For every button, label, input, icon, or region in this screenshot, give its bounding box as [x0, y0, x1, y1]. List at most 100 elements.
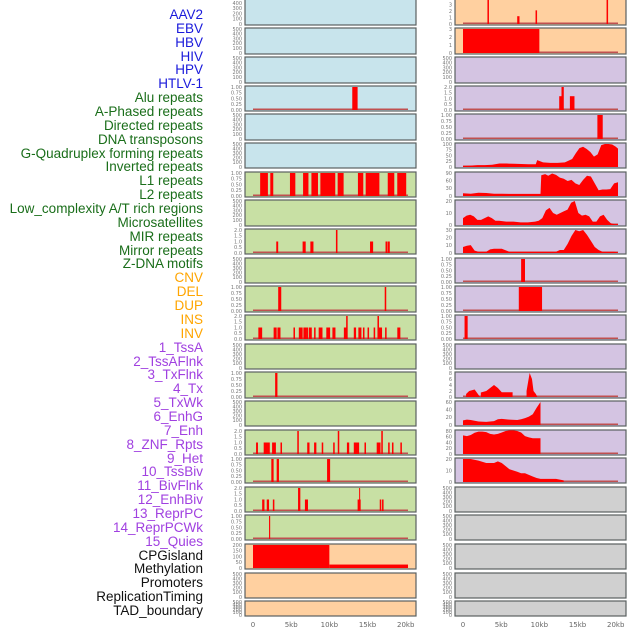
panel-background — [454, 514, 627, 541]
y-tick-label: 0.75 — [231, 377, 242, 383]
panel-background — [244, 27, 417, 55]
y-tick-label: 0.0 — [234, 251, 242, 257]
y-tick-label: 200 — [232, 357, 242, 363]
y-tick-label: 0.25 — [441, 331, 452, 337]
y-tick-label: 0.0 — [234, 452, 242, 458]
data-bar — [267, 442, 270, 454]
y-tick-label: 500 — [232, 199, 242, 205]
y-tick-label: 200 — [232, 11, 242, 17]
panel-background — [244, 429, 417, 456]
y-tick-label: 0.25 — [441, 131, 452, 137]
y-tick-label: 300 — [232, 36, 242, 42]
track-label: INS — [180, 311, 203, 327]
y-tick-label: 200 — [442, 357, 452, 363]
y-tick-label: 200 — [232, 156, 242, 162]
data-bar — [517, 16, 520, 24]
y-tick-label: 300 — [232, 266, 242, 272]
panel-background — [244, 199, 417, 227]
data-bar — [362, 327, 365, 339]
data-area — [463, 459, 564, 482]
y-tick-label: 200 — [442, 70, 452, 76]
y-tick-label: 500 — [232, 257, 242, 263]
x-tick-label: 5kb — [495, 621, 509, 629]
data-bar — [302, 241, 306, 253]
y-tick-label: 60 — [446, 435, 452, 441]
panel-background — [244, 228, 417, 255]
data-bar — [559, 96, 562, 110]
data-bar — [308, 327, 312, 339]
y-tick-label: 1.5 — [234, 492, 242, 498]
track-label: 5_TxWk — [153, 395, 203, 411]
track-label: Inverted repeats — [105, 159, 203, 175]
data-bar — [357, 173, 364, 196]
track-label: Microsatellites — [117, 214, 203, 230]
track-label: 12_EnhBiv — [137, 492, 203, 508]
data-bar — [337, 431, 340, 454]
baseline — [463, 395, 618, 397]
baseline — [253, 452, 408, 454]
panel-background — [244, 514, 417, 541]
track-label: G-Quadruplex forming repeats — [20, 145, 203, 161]
y-tick-label: 0 — [449, 509, 452, 515]
y-tick-label: 0 — [449, 613, 452, 619]
track-panel: 0.000.250.500.751.00 — [441, 113, 627, 143]
x-tick-label: 15kb — [359, 621, 377, 629]
baseline — [253, 537, 408, 539]
panel-background — [244, 457, 417, 484]
y-tick-label: 30 — [446, 186, 452, 192]
y-tick-label: 200 — [442, 500, 452, 506]
y-tick-label: 400 — [232, 146, 242, 152]
track-panel: 0.00.51.01.52.0 — [234, 486, 417, 515]
x-tick-label: 20kb — [397, 621, 415, 629]
panel-background — [244, 400, 417, 427]
track-label: L2 repeats — [139, 187, 203, 203]
y-tick-label: 200 — [442, 608, 452, 614]
data-bar — [320, 173, 336, 196]
y-tick-label: 0.0 — [234, 337, 242, 343]
data-bar — [487, 0, 489, 24]
y-tick-label: 500 — [442, 343, 452, 349]
data-bar — [289, 173, 296, 196]
data-bar — [353, 442, 360, 454]
track-label: Z-DNA motifs — [122, 256, 203, 272]
y-tick-label: 0 — [449, 395, 452, 401]
y-tick-label: 400 — [442, 61, 452, 67]
track-label: DNA transposons — [97, 131, 203, 147]
y-tick-label: 0.50 — [231, 182, 242, 188]
y-tick-label: 20 — [446, 235, 452, 241]
y-tick-label: 300 — [442, 352, 452, 358]
data-bar — [266, 499, 270, 511]
y-tick-label: 1.0 — [234, 497, 242, 503]
track-label: 9_Het — [166, 450, 203, 466]
y-tick-label: 400 — [232, 576, 242, 582]
track-label: HIV — [180, 48, 203, 64]
track-label: AAV2 — [169, 7, 203, 22]
y-tick-label: 0.00 — [441, 137, 452, 143]
y-tick-label: 100 — [442, 532, 452, 538]
track-label: 3_TxFlnk — [147, 367, 203, 383]
panel-background — [244, 257, 417, 284]
y-tick-label: 400 — [232, 118, 242, 124]
data-bar — [352, 87, 358, 110]
data-bar — [303, 173, 309, 196]
data-bar — [365, 173, 380, 196]
y-tick-label: 400 — [232, 32, 242, 38]
data-bar — [370, 241, 374, 253]
data-bar — [387, 173, 395, 196]
y-tick-label: 20 — [446, 199, 452, 205]
data-bar — [304, 499, 308, 511]
y-tick-label: 300 — [442, 581, 452, 587]
y-tick-label: 0 — [449, 537, 452, 543]
data-bar — [364, 442, 367, 454]
y-tick-label: 1 — [449, 43, 452, 49]
track-panel: 0.000.250.500.751.00 — [231, 171, 417, 200]
data-bar — [307, 442, 310, 454]
y-tick-label: 0.5 — [234, 245, 242, 251]
data-bar — [263, 442, 268, 454]
data-bar — [343, 327, 347, 339]
y-tick-label: 90 — [446, 171, 452, 177]
y-tick-label: 100 — [442, 504, 452, 510]
